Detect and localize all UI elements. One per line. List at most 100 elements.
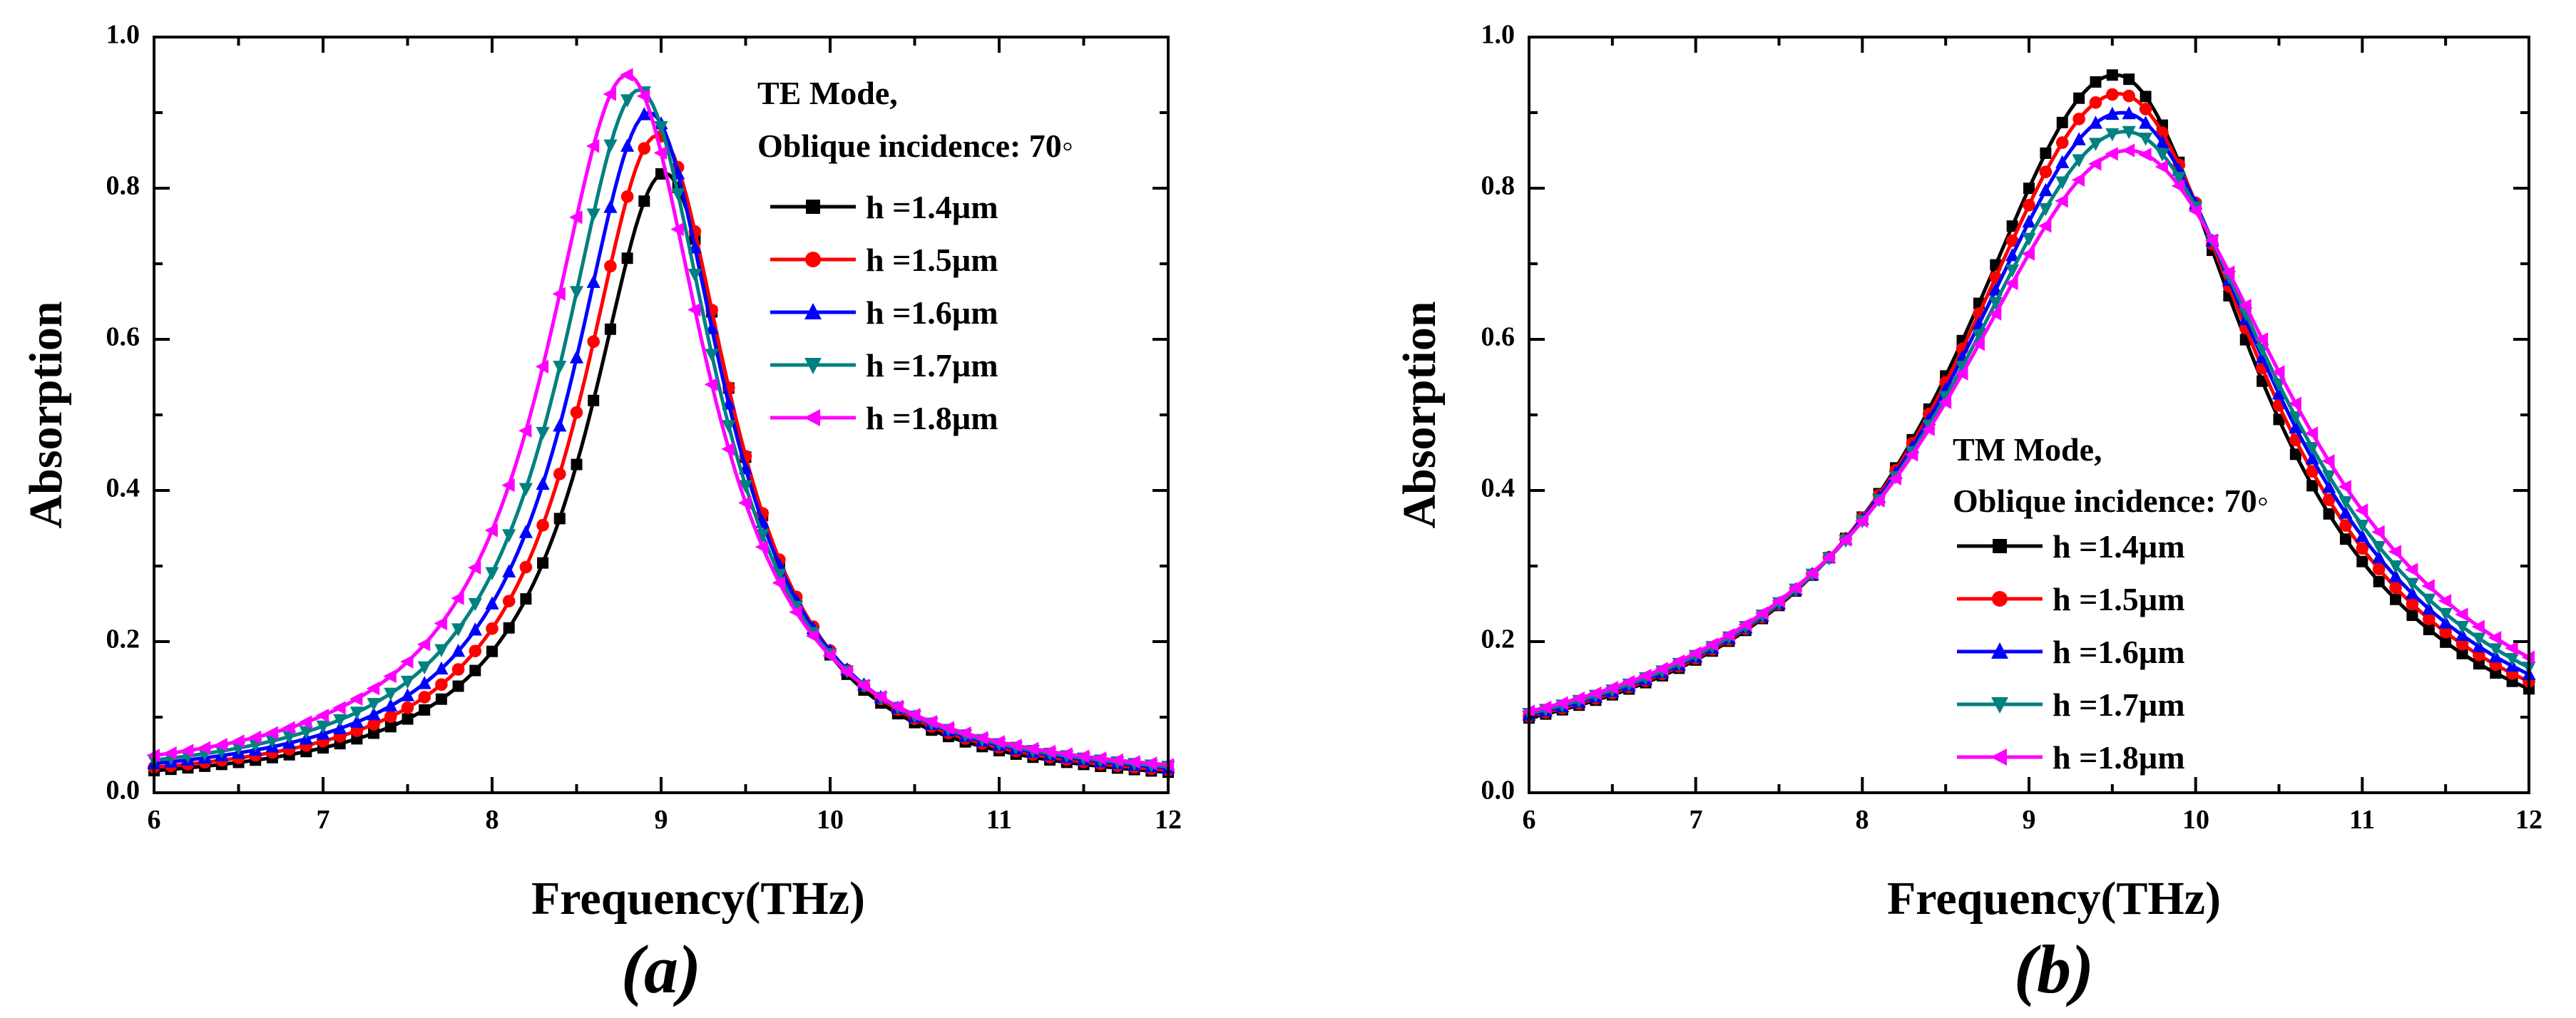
data-point: [2356, 542, 2369, 555]
data-point: [890, 699, 904, 714]
legend-marker: [804, 409, 820, 426]
data-point: [1804, 566, 1819, 580]
data-point: [419, 704, 431, 716]
data-point: [2038, 182, 2053, 197]
data-point: [1059, 747, 1073, 761]
x-axis-label: Frequency(THz): [1887, 873, 2221, 925]
legend-marker: [804, 303, 822, 319]
data-point: [400, 675, 415, 689]
data-point: [671, 187, 685, 202]
data-point: [2055, 194, 2068, 208]
data-point: [451, 623, 466, 637]
data-point: [2139, 103, 2152, 115]
data-point: [2289, 420, 2303, 433]
data-point: [2121, 143, 2135, 158]
data-point: [349, 706, 364, 720]
data-point: [2438, 615, 2453, 629]
data-point: [402, 713, 414, 725]
data-point: [772, 576, 785, 590]
data-point: [991, 735, 1005, 749]
data-point: [501, 478, 515, 493]
series-3: [1522, 106, 2536, 721]
data-point: [586, 274, 600, 288]
data-point: [247, 730, 262, 744]
data-point: [2455, 621, 2470, 634]
data-point: [857, 678, 870, 693]
y-tick-label: 0.0: [1481, 776, 1516, 806]
chart-panel-a: 0.0 0.2 0.4 0.6 0.8 1.0 6 7 8 9 10 11 12…: [20, 20, 1182, 1007]
data-point: [688, 302, 701, 317]
data-point: [2073, 92, 2085, 104]
legend-marker: [1991, 697, 2008, 714]
data-point: [2071, 173, 2085, 187]
data-point: [958, 726, 971, 741]
legend-marker: [804, 358, 822, 374]
data-point: [2321, 454, 2335, 468]
data-point: [451, 663, 465, 676]
x-tick-label: 7: [317, 805, 330, 835]
data-point: [1110, 753, 1123, 767]
data-point: [416, 637, 431, 652]
data-point: [2289, 411, 2303, 425]
data-point: [2289, 448, 2301, 461]
data-point: [620, 190, 634, 203]
data-point: [553, 468, 566, 480]
data-point: [638, 142, 651, 155]
data-point: [586, 208, 600, 222]
x-tick-label: 9: [2023, 805, 2036, 835]
legend-entry: h =1.6µm: [1957, 634, 2185, 670]
data-point: [2038, 202, 2053, 217]
data-point: [467, 560, 481, 575]
legend-label: h =1.7µm: [2053, 687, 2185, 723]
data-point: [2372, 562, 2386, 576]
data-point: [2072, 154, 2086, 168]
data-point: [941, 721, 954, 735]
y-tick-label: 0.2: [106, 624, 140, 654]
y-tick-label: 0.4: [1481, 473, 1516, 503]
data-point: [2088, 115, 2103, 129]
data-point: [2204, 233, 2219, 247]
data-point: [384, 721, 397, 733]
data-point: [435, 678, 448, 691]
data-point: [2440, 636, 2452, 648]
data-point: [282, 731, 297, 744]
data-point: [418, 691, 431, 704]
data-point: [2339, 495, 2353, 510]
x-tick-label: 6: [148, 805, 161, 835]
data-point: [907, 708, 921, 722]
data-point: [1093, 751, 1107, 766]
data-point: [2338, 480, 2351, 494]
data-point: [1571, 691, 1585, 706]
data-point: [653, 145, 667, 160]
legend-label: h =1.5µm: [2053, 581, 2185, 617]
data-point: [2138, 148, 2152, 162]
data-point: [537, 557, 549, 569]
y-axis-label: Absorption: [1394, 301, 1446, 528]
data-point: [2271, 386, 2286, 400]
data-point: [2155, 135, 2169, 148]
data-point: [2305, 442, 2319, 456]
data-point: [2122, 106, 2136, 120]
data-point: [2323, 508, 2335, 520]
data-point: [552, 287, 566, 301]
data-point: [2354, 503, 2368, 518]
data-point: [2438, 594, 2452, 608]
series-line: [153, 133, 1169, 772]
data-point: [722, 420, 736, 433]
data-point: [1788, 580, 1801, 595]
series-line: [153, 110, 1169, 770]
data-point: [315, 709, 329, 723]
data-point: [822, 649, 836, 663]
data-point: [2373, 575, 2385, 587]
data-point: [349, 691, 363, 706]
y-tick-label: 0.6: [106, 322, 140, 352]
data-point: [2122, 89, 2135, 103]
data-point: [518, 423, 532, 438]
data-point: [536, 518, 549, 532]
data-point: [738, 480, 753, 493]
data-point: [570, 406, 583, 419]
data-point: [2271, 365, 2285, 379]
data-point: [2088, 157, 2102, 171]
y-tick-label: 0.8: [1481, 171, 1516, 201]
